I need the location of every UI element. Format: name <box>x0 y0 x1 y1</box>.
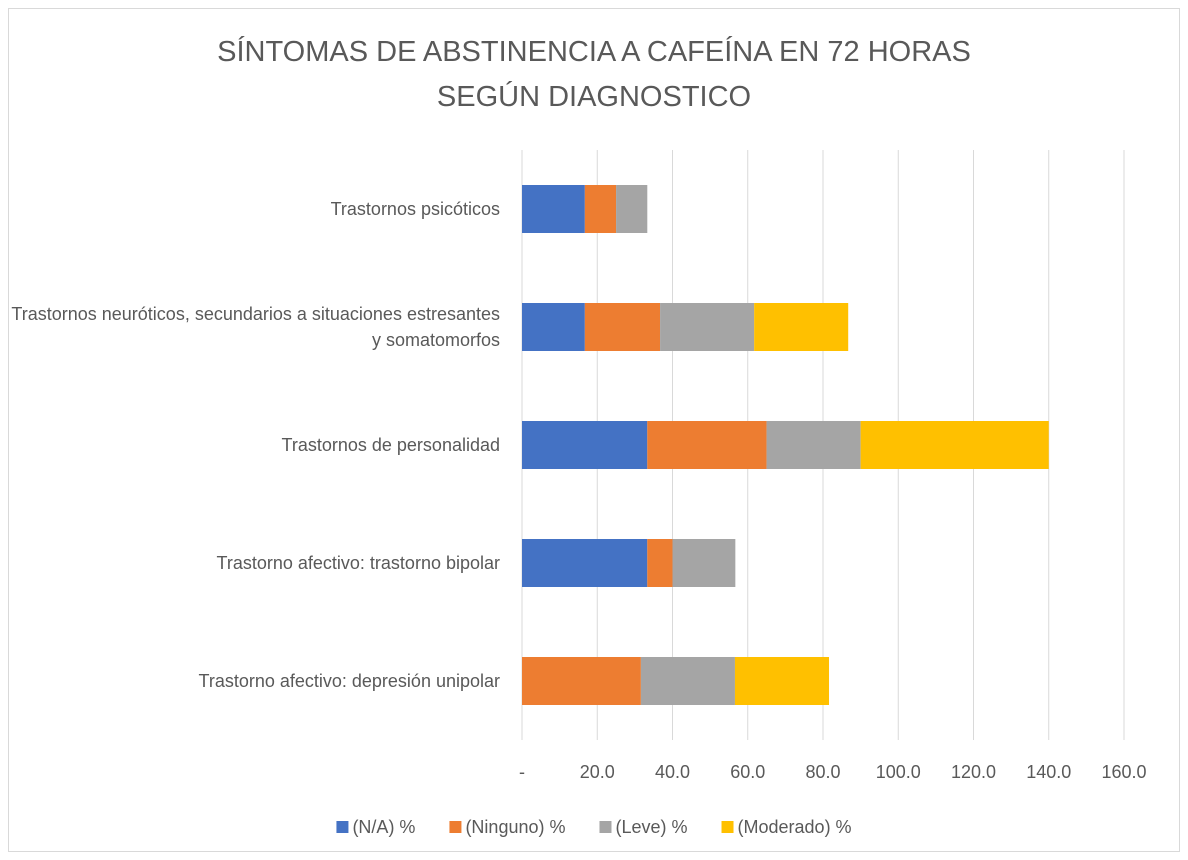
y-tick-label: Trastornos psicóticos <box>330 199 500 219</box>
bar-segment <box>860 421 1049 469</box>
x-tick-label: 20.0 <box>580 762 615 782</box>
bar-segment <box>584 303 661 351</box>
y-tick-label: Trastorno afectivo: depresión unipolar <box>198 671 501 691</box>
bar-segment <box>616 185 648 233</box>
y-tick-label: Trastorno afectivo: trastorno bipolar <box>216 553 500 573</box>
bar-segment <box>734 657 830 705</box>
legend-swatch <box>721 821 734 833</box>
bar-segment <box>754 303 849 351</box>
x-tick-label: 100.0 <box>876 762 921 782</box>
bar-segment <box>522 657 641 705</box>
x-tick-label: 160.0 <box>1101 762 1146 782</box>
x-tick-label: 40.0 <box>655 762 690 782</box>
bar-segment <box>584 185 617 233</box>
legend-swatch <box>599 821 612 833</box>
bar-segment <box>640 657 735 705</box>
x-tick-label: - <box>519 762 525 782</box>
x-tick-label: 140.0 <box>1026 762 1071 782</box>
bar-segment <box>660 303 755 351</box>
bar-segment <box>647 421 767 469</box>
y-tick-label: Trastornos de personalidad <box>281 435 500 455</box>
x-tick-label: 60.0 <box>730 762 765 782</box>
chart-title: SÍNTOMAS DE ABSTINENCIA A CAFEÍNA EN 72 … <box>217 36 971 113</box>
chart-border <box>8 8 1180 852</box>
bar-segment <box>647 539 673 587</box>
legend-label: (Ninguno) % <box>465 817 565 837</box>
bar-segment <box>522 539 648 587</box>
bar-segment <box>522 421 648 469</box>
bar-segment <box>766 421 861 469</box>
y-tick-label: Trastornos neuróticos, secundarios a sit… <box>11 304 500 350</box>
bar-segment <box>672 539 736 587</box>
legend-swatch <box>449 821 462 833</box>
bar-segment <box>522 303 585 351</box>
legend-label: (Leve) % <box>615 817 687 837</box>
legend-label: (N/A) % <box>352 817 415 837</box>
x-tick-label: 120.0 <box>951 762 996 782</box>
legend-label: (Moderado) % <box>738 817 852 837</box>
x-tick-label: 80.0 <box>805 762 840 782</box>
bar-segment <box>522 185 585 233</box>
legend-swatch <box>336 821 349 833</box>
